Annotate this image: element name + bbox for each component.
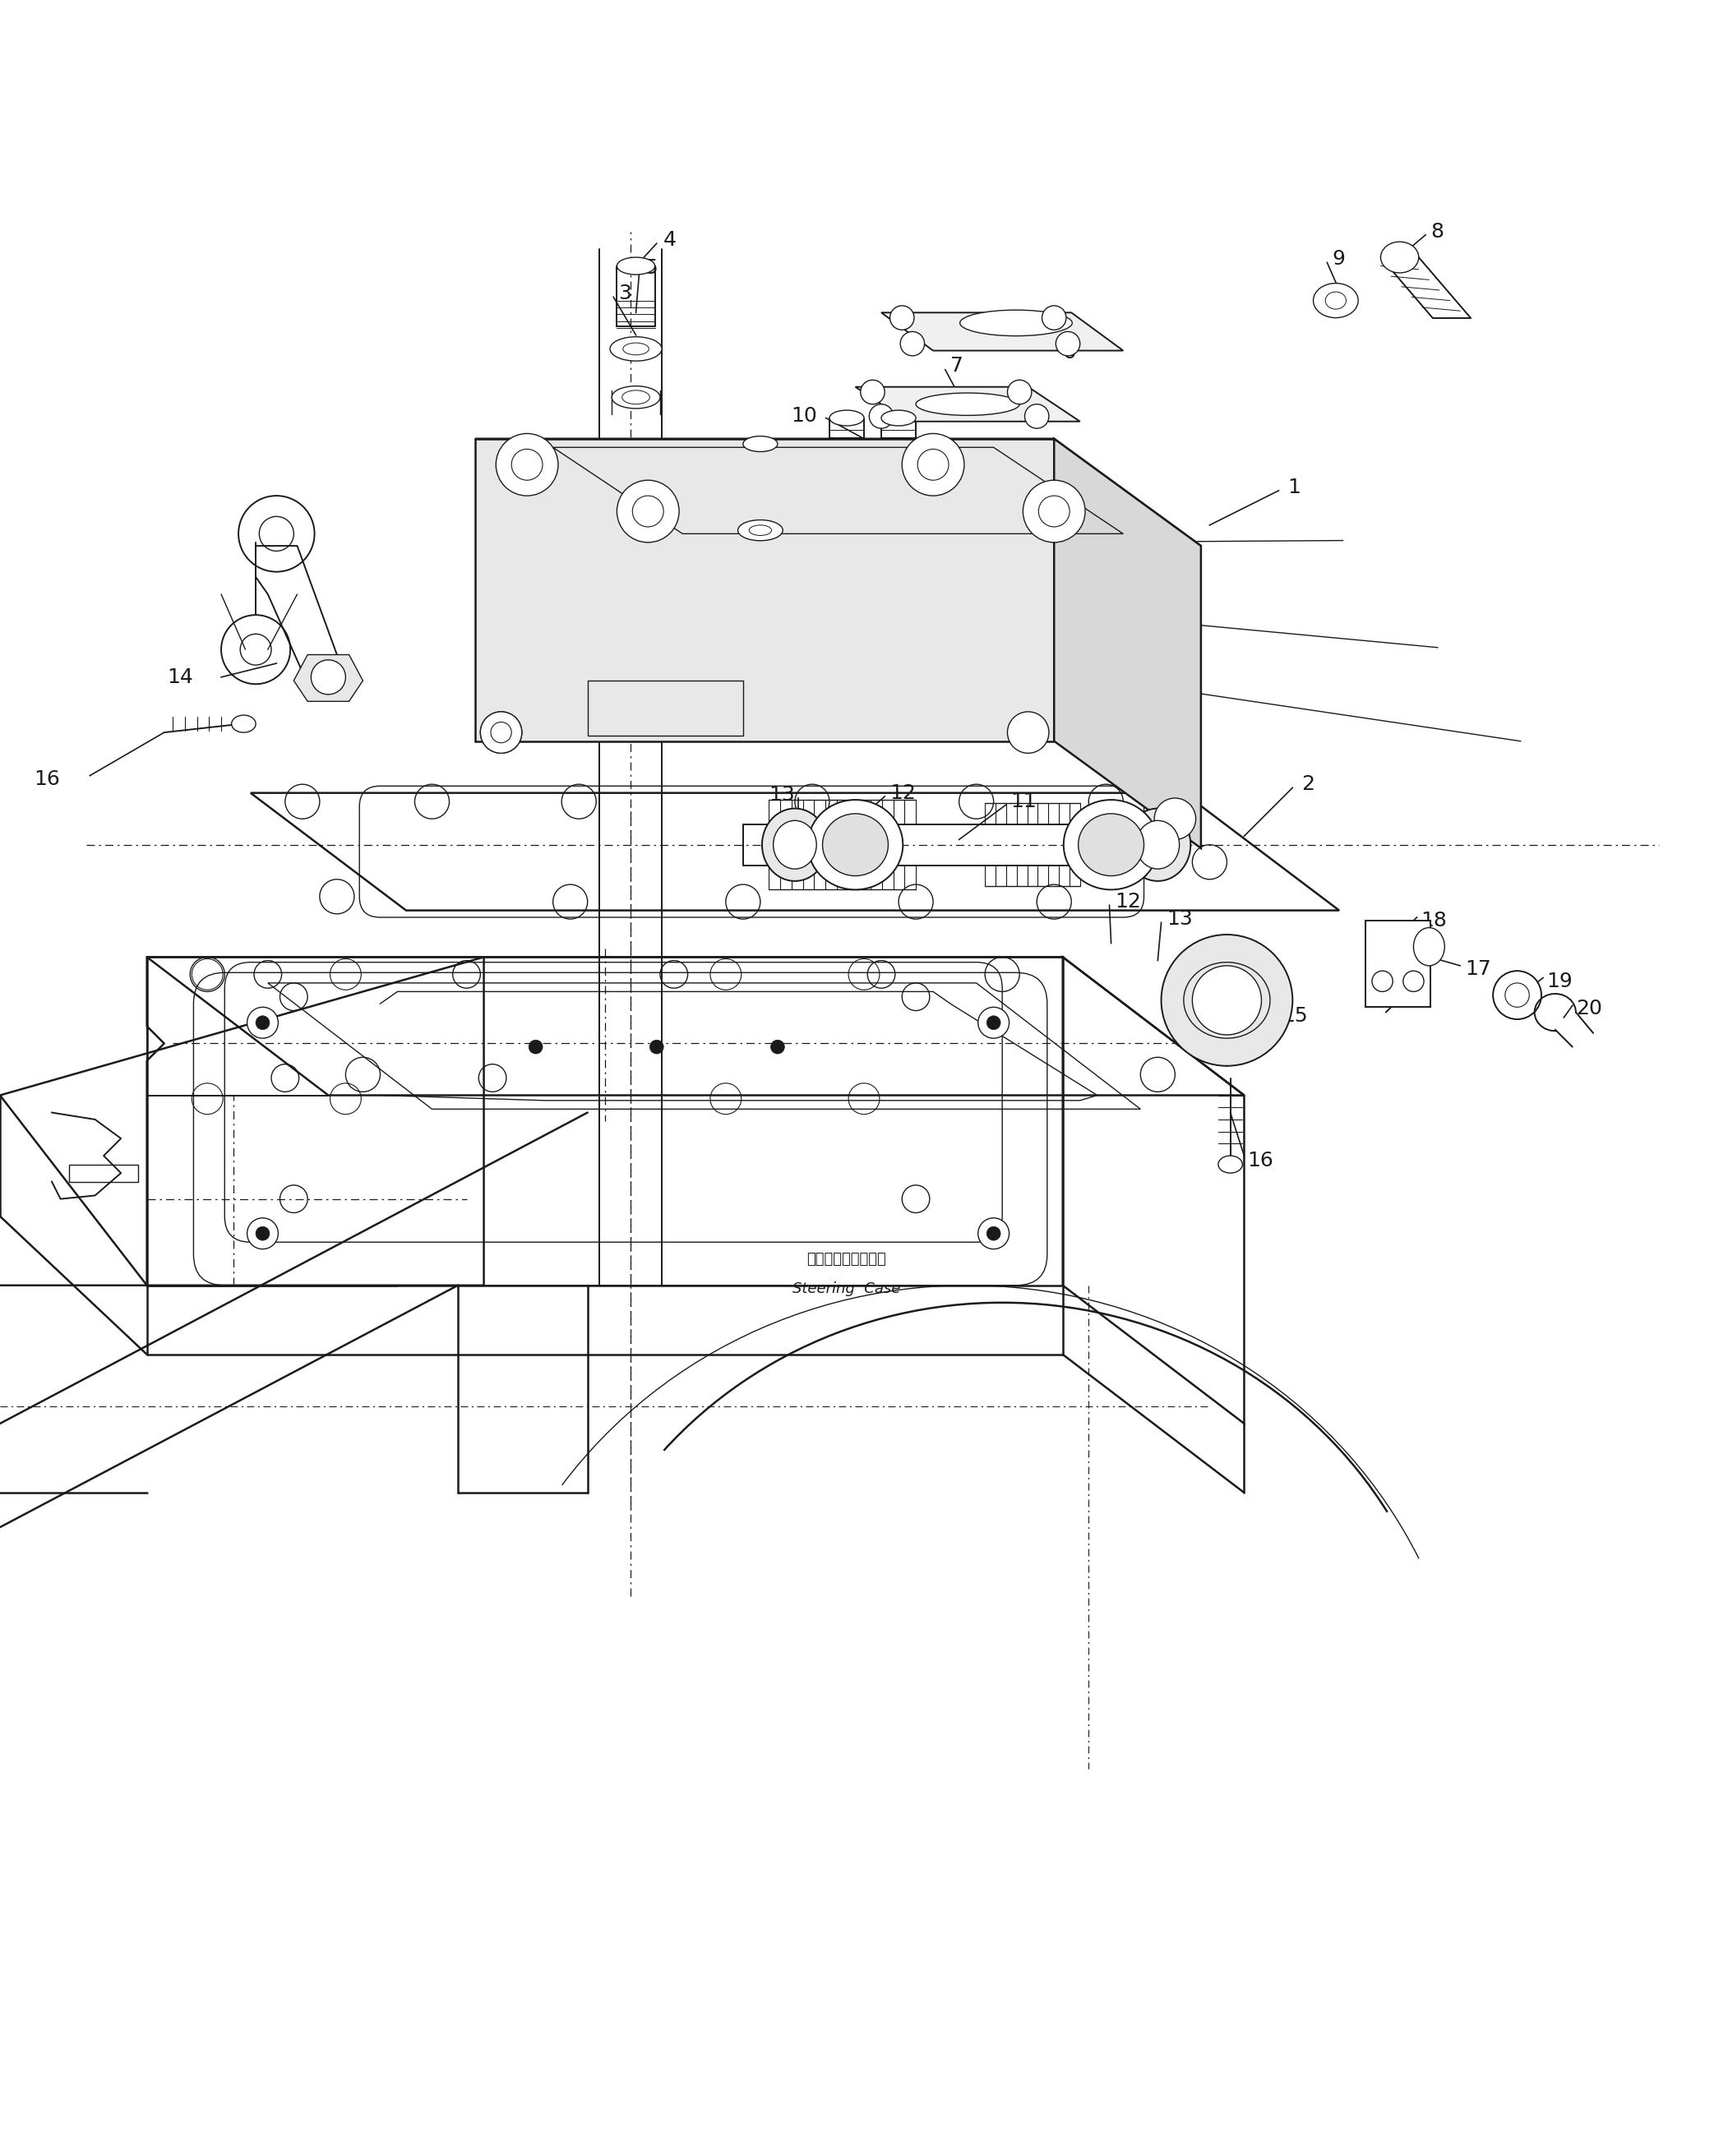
Circle shape [1154, 798, 1196, 839]
Circle shape [1192, 966, 1261, 1035]
Circle shape [480, 711, 522, 752]
Text: 12: 12 [1115, 893, 1140, 912]
Polygon shape [1054, 438, 1201, 847]
Circle shape [861, 379, 885, 403]
Circle shape [1023, 481, 1085, 543]
Ellipse shape [809, 800, 904, 890]
Text: 13: 13 [769, 785, 795, 804]
Polygon shape [855, 386, 1080, 420]
Circle shape [256, 1227, 270, 1240]
Ellipse shape [232, 716, 256, 733]
Ellipse shape [612, 386, 660, 407]
Ellipse shape [738, 520, 783, 541]
Ellipse shape [762, 808, 828, 882]
Circle shape [978, 1007, 1009, 1039]
Text: 20: 20 [1576, 998, 1602, 1020]
Text: 5: 5 [645, 259, 657, 278]
Polygon shape [294, 655, 363, 701]
Ellipse shape [1125, 808, 1191, 882]
Text: 1: 1 [1287, 476, 1301, 498]
Text: ステアリングケース: ステアリングケース [807, 1253, 886, 1268]
Circle shape [496, 433, 558, 496]
Circle shape [650, 1039, 664, 1054]
Circle shape [902, 433, 964, 496]
Ellipse shape [916, 392, 1020, 416]
Circle shape [247, 1007, 278, 1039]
Text: 19: 19 [1547, 972, 1572, 992]
Ellipse shape [610, 336, 662, 360]
Text: 18: 18 [1420, 912, 1446, 931]
Circle shape [529, 1039, 543, 1054]
Circle shape [480, 711, 522, 752]
Circle shape [1493, 970, 1541, 1020]
Text: 12: 12 [890, 783, 916, 802]
Circle shape [1161, 934, 1293, 1065]
Ellipse shape [829, 410, 864, 425]
Text: 4: 4 [664, 231, 677, 250]
Circle shape [1056, 332, 1080, 356]
Text: 17: 17 [1465, 959, 1491, 979]
Text: 9: 9 [1332, 250, 1346, 270]
Text: 5: 5 [855, 474, 867, 494]
Ellipse shape [961, 310, 1071, 336]
Text: 16: 16 [1248, 1151, 1274, 1171]
Ellipse shape [1218, 1156, 1242, 1173]
Ellipse shape [823, 813, 888, 875]
Ellipse shape [1313, 282, 1358, 317]
Text: 2: 2 [1301, 774, 1315, 793]
Ellipse shape [1414, 927, 1445, 966]
Ellipse shape [1064, 800, 1159, 890]
Text: 3: 3 [619, 285, 632, 304]
Ellipse shape [617, 257, 655, 274]
Circle shape [617, 481, 679, 543]
Circle shape [987, 1227, 1001, 1240]
Text: 7: 7 [950, 356, 964, 375]
Circle shape [1007, 379, 1032, 403]
Ellipse shape [1137, 821, 1180, 869]
Bar [1365, 921, 1431, 1007]
Text: 14: 14 [168, 668, 194, 688]
Ellipse shape [1078, 813, 1144, 875]
Polygon shape [475, 438, 1201, 545]
Circle shape [256, 1015, 270, 1031]
Text: 4: 4 [878, 446, 892, 466]
Text: 6: 6 [1063, 343, 1077, 362]
Text: 10: 10 [791, 405, 817, 427]
Circle shape [987, 1015, 1001, 1031]
Circle shape [247, 1218, 278, 1248]
Text: 16: 16 [35, 770, 60, 789]
Text: 15: 15 [1282, 1007, 1308, 1026]
Text: 8: 8 [1431, 222, 1445, 241]
Ellipse shape [1381, 241, 1419, 274]
Circle shape [1025, 403, 1049, 429]
Text: 13: 13 [1166, 910, 1192, 929]
Polygon shape [475, 438, 1054, 742]
Ellipse shape [774, 821, 817, 869]
Circle shape [771, 1039, 785, 1054]
Circle shape [890, 306, 914, 330]
Circle shape [311, 660, 346, 694]
Ellipse shape [881, 410, 916, 425]
Text: 11: 11 [1011, 791, 1037, 811]
Circle shape [900, 332, 924, 356]
Circle shape [869, 403, 893, 429]
Circle shape [978, 1218, 1009, 1248]
Circle shape [1042, 306, 1066, 330]
Polygon shape [881, 313, 1123, 351]
Ellipse shape [743, 436, 778, 453]
Text: Steering  Case: Steering Case [793, 1281, 900, 1296]
Circle shape [1007, 711, 1049, 752]
